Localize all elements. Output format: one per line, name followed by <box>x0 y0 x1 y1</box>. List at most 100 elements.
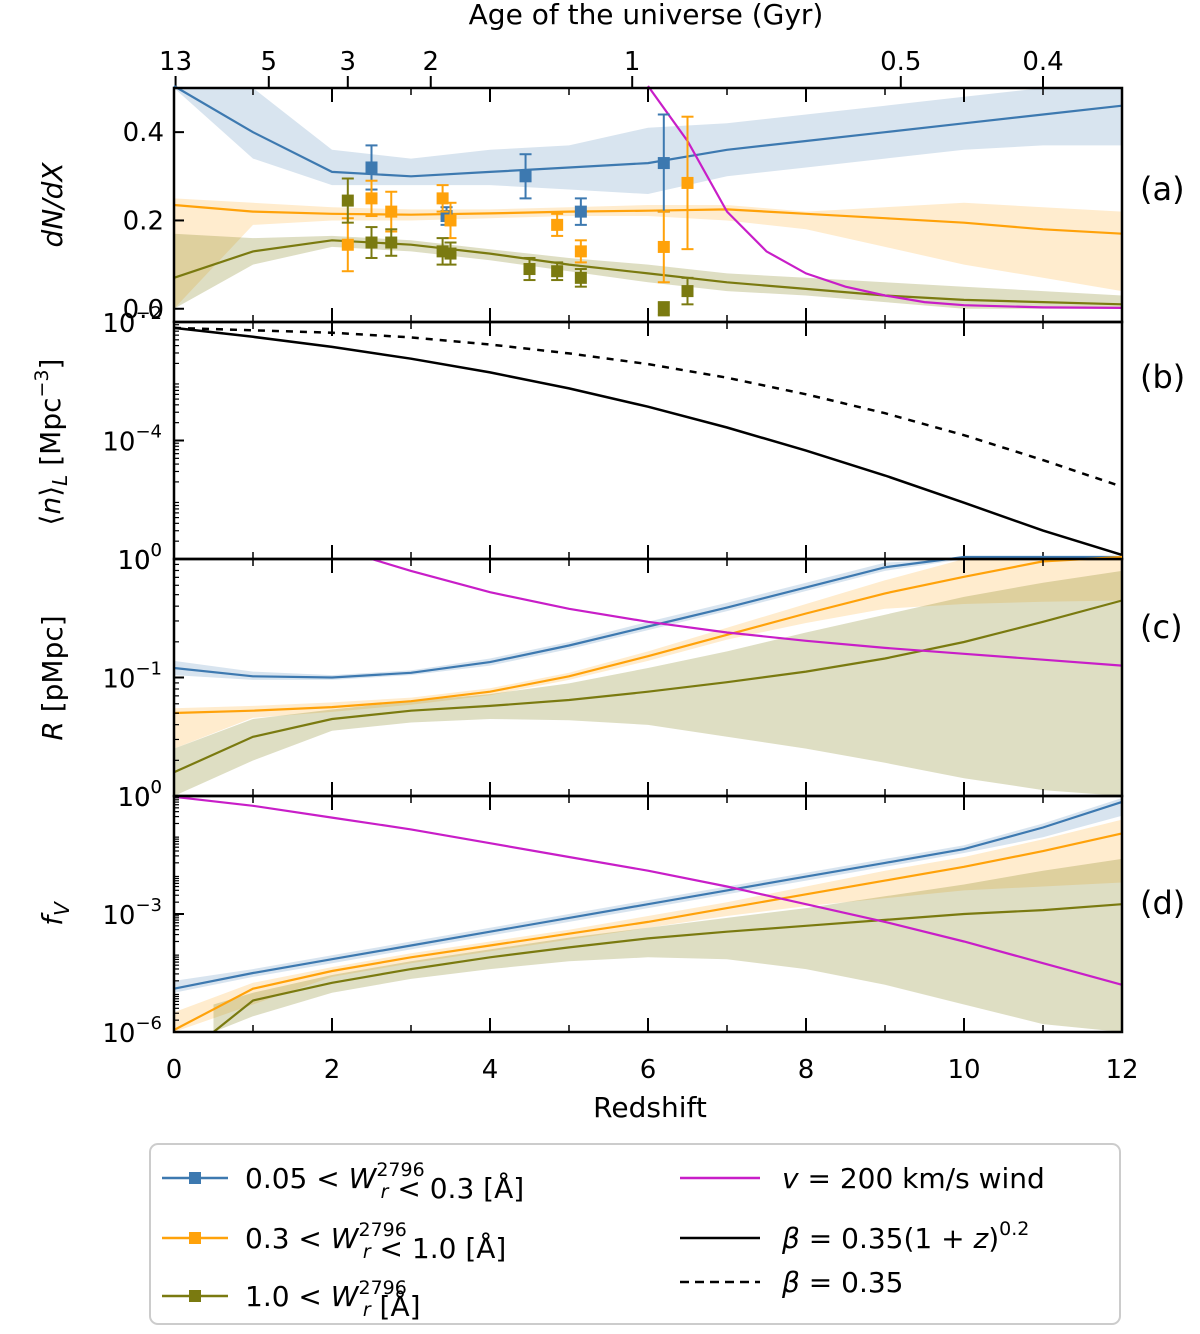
top-tick-label: 0.5 <box>880 47 921 77</box>
model-curve <box>173 555 1123 715</box>
data-point <box>444 247 457 260</box>
y-tick-label: 0.0 <box>123 295 164 325</box>
x-axis-label: Redshift <box>593 1091 707 1124</box>
top-tick-label: 5 <box>261 47 278 77</box>
y-tick-label: 100 <box>117 540 162 576</box>
confidence-band <box>174 819 1122 1032</box>
data-point <box>444 214 457 227</box>
model-curve <box>173 85 1123 178</box>
legend: 0.05 < W2796 r < 0.3 [Å] 0.3 < W2796 r < 1.… <box>149 1143 1121 1325</box>
y-tick-label: 100 <box>117 540 162 576</box>
data-point <box>574 205 587 218</box>
confidence-band <box>174 798 1122 993</box>
svg-text:R [pMpc]: R [pMpc] <box>36 615 69 740</box>
confidence-band <box>174 570 1122 796</box>
data-point <box>385 205 398 218</box>
x-tick-label: 2 <box>324 1055 341 1085</box>
y-tick-label: 10−1 <box>102 659 162 695</box>
model-curve <box>173 800 1123 990</box>
top-axis: Age of the universe (Gyr) 13 5 3 2 1 0.5 0.4 <box>159 0 1064 88</box>
panel-a-dndx: 0.0 0.2 0.4 (a) dN/dX <box>36 85 1185 325</box>
data-point <box>365 161 378 174</box>
panel-c-ylabel-source: R [pMpc] <box>61 673 63 678</box>
y-tick-label: 10−2 <box>102 303 162 339</box>
data-point <box>681 176 694 189</box>
data-point <box>551 265 564 278</box>
legend-marker <box>189 1172 201 1184</box>
data-point <box>385 236 398 249</box>
panel-d-ylabel-source: f_V <box>61 912 63 915</box>
legend-label: β = 0.35 <box>781 1266 903 1299</box>
panel-c-radius: 100 10−1 100 (c) R [pMpc] R [pMpc] <box>36 540 1183 813</box>
legend-label: 1.0 < W2796 r [Å] <box>245 1277 421 1323</box>
data-point <box>365 236 378 249</box>
panel-a-label: (a) <box>1140 170 1185 208</box>
legend-marker <box>189 1290 201 1302</box>
legend-label: 0.3 < W2796 r < 1.0 [Å] <box>245 1219 506 1265</box>
panel-c-label: (c) <box>1140 608 1183 646</box>
panel-d-volume-filling: 100 10−3 10−6 (d) fV f_V <box>36 777 1185 1049</box>
data-point <box>574 245 587 258</box>
y-tick-label: 100 <box>117 777 162 813</box>
top-tick-label: 1 <box>624 47 641 77</box>
model-curve <box>212 903 1123 1033</box>
legend-label: v = 200 km/s wind <box>782 1162 1045 1195</box>
data-point <box>523 263 536 276</box>
x-tick-label: 10 <box>947 1055 980 1085</box>
svg-text:fV: fV <box>36 901 74 926</box>
x-axis-ticks: 0 2 4 6 8 10 12 <box>166 1055 1139 1085</box>
x-tick-label: 8 <box>798 1055 815 1085</box>
y-tick-label: 0.4 <box>123 118 164 148</box>
data-point <box>341 238 354 251</box>
y-tick-label: 10−6 <box>102 1013 162 1049</box>
panel-b-ylabel: ⟨n⟩L [Mpc−3] ⟨n⟩_L [Mpc^-3] <box>31 359 72 526</box>
panel-b-label: (b) <box>1140 358 1185 396</box>
wind-curve <box>371 557 1123 667</box>
panel-a-ylabel: dN/dX <box>36 162 69 248</box>
top-tick-label: 0.4 <box>1022 47 1063 77</box>
panel-c-ylabel: R [pMpc] R [pMpc] <box>36 615 69 740</box>
wind-curve <box>647 85 1123 309</box>
x-tick-label: 6 <box>640 1055 657 1085</box>
confidence-band <box>213 858 1122 1032</box>
y-tick-label: 10−4 <box>102 422 162 458</box>
data-point <box>657 157 670 170</box>
legend-marker <box>189 1232 201 1244</box>
x-tick-label: 0 <box>166 1055 183 1085</box>
model-curve <box>173 832 1123 1031</box>
svg-text:⟨n⟩L [Mpc−3]: ⟨n⟩L [Mpc−3] <box>31 359 72 526</box>
legend-label: β = 0.35(1 + z)0.2 <box>781 1218 1029 1255</box>
y-tick-label: 10−3 <box>102 895 162 931</box>
confidence-band <box>174 88 1122 194</box>
x-tick-label: 12 <box>1105 1055 1138 1085</box>
data-point <box>574 271 587 284</box>
panel-d-label: (d) <box>1140 884 1185 922</box>
confidence-band <box>174 198 1122 309</box>
wind-curve <box>173 795 1123 986</box>
y-tick-label: 100 <box>117 777 162 813</box>
data-point <box>551 218 564 231</box>
model-curve <box>173 599 1123 774</box>
data-point <box>519 170 532 183</box>
top-tick-label: 2 <box>422 47 439 77</box>
confidence-band <box>174 233 1122 309</box>
top-axis-label: Age of the universe (Gyr) <box>469 0 824 31</box>
data-point <box>341 194 354 207</box>
model-curve <box>173 239 1123 306</box>
data-point <box>657 302 670 315</box>
data-point <box>657 240 670 253</box>
data-point <box>436 192 449 205</box>
model-curve <box>173 326 1123 557</box>
panel-b-number-density: 10−2 10−4 100 (b) ⟨n⟩L [Mpc−3] ⟨n⟩_L [Mpc^… <box>31 303 1185 576</box>
top-tick-label: 3 <box>340 47 357 77</box>
top-tick-label: 13 <box>159 47 192 77</box>
legend-label: 0.05 < W2796 r < 0.3 [Å] <box>245 1159 524 1205</box>
data-point <box>365 192 378 205</box>
model-curve <box>173 203 1123 235</box>
x-tick-label: 4 <box>482 1055 499 1085</box>
data-point <box>681 285 694 298</box>
panel-d-ylabel: fV f_V <box>36 901 74 926</box>
model-curve <box>173 555 1122 679</box>
y-tick-label: 0.2 <box>123 206 164 236</box>
